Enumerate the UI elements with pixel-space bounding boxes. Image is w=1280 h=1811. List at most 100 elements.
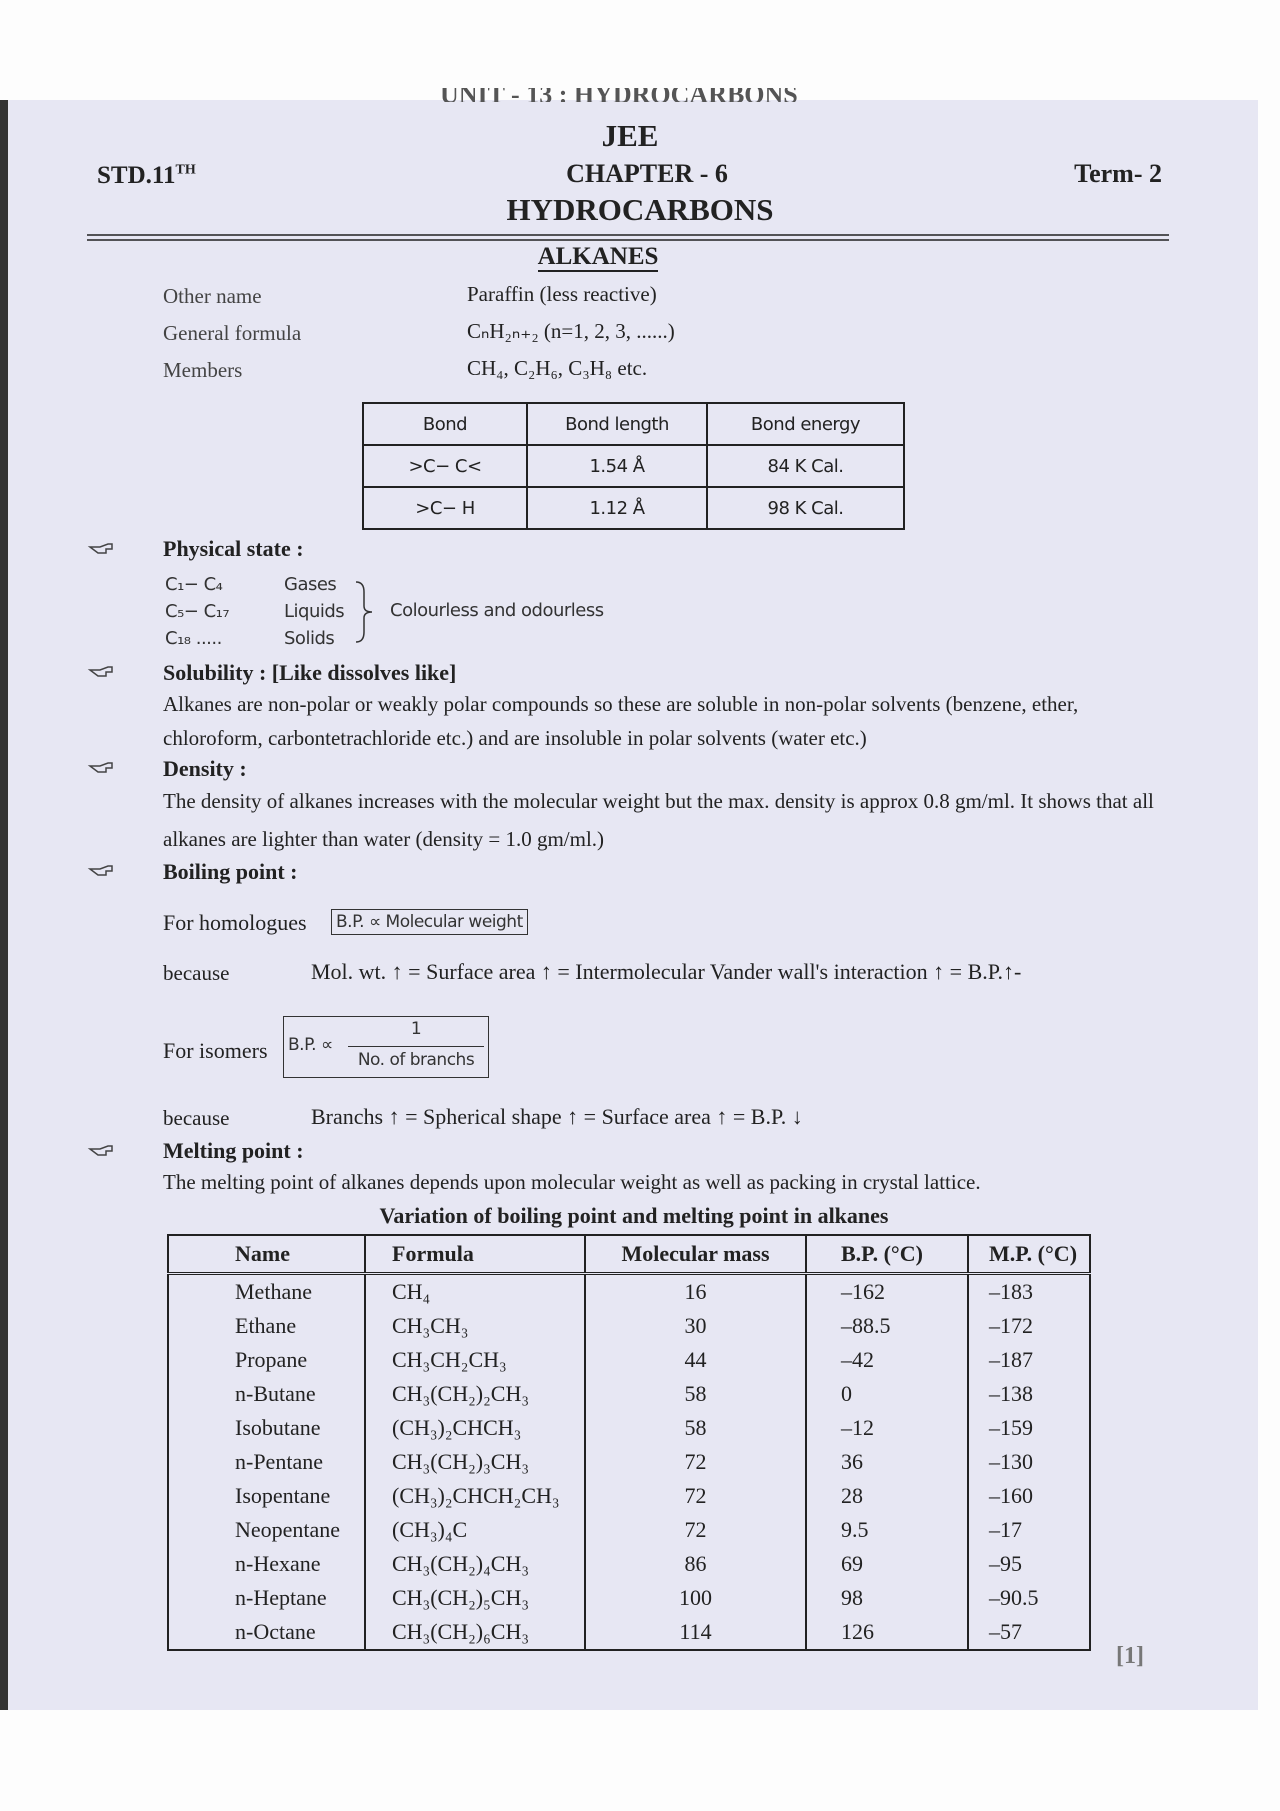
header-row: Bond Bond length Bond energy [362, 402, 905, 446]
cell: –130 [967, 1445, 1091, 1479]
cell: –95 [967, 1547, 1091, 1581]
cell: 100 [584, 1581, 807, 1615]
bond-table: Bond Bond length Bond energy >C− C< 1.54 Å 84… [362, 402, 905, 530]
cell: –90.5 [967, 1581, 1091, 1615]
header-cell: Bond length [526, 402, 708, 446]
table-title: Variation of boiling point and melting p… [379, 1203, 889, 1228]
header-rules [87, 234, 1169, 241]
row: Methane CH₄ 16 –162 –183 [167, 1273, 1091, 1309]
cell: –42 [805, 1343, 969, 1377]
cell: Isobutane [167, 1411, 366, 1445]
row: n-Butane CH₃(CH₂)₂CH₃ 58 0 –138 [167, 1377, 1091, 1411]
fraction-bar [348, 1046, 484, 1047]
row: >C− C< 1.54 Å 84 K Cal. [362, 444, 905, 488]
alkanes-table: Name Formula Molecular mass B.P. (°C) M.P. (… [167, 1234, 1091, 1651]
cell: –187 [967, 1343, 1091, 1377]
cell: (CH₃)₂CHCH₃ [364, 1411, 586, 1445]
state: Solids [284, 628, 335, 649]
reason: Mol. wt. ↑ = Surface area ↑ = Intermolec… [311, 959, 1022, 984]
pointer-icon [87, 1145, 113, 1156]
cell: n-Pentane [167, 1445, 366, 1479]
cell: 84 K Cal. [706, 444, 905, 488]
cell: 72 [584, 1513, 807, 1547]
numerator: 1 [410, 1019, 422, 1039]
cell: 58 [584, 1377, 807, 1411]
cell: (CH₃)₂CHCH₂CH₃ [364, 1479, 586, 1513]
formula-lhs: B.P. ∝ [288, 1035, 333, 1055]
cell: Isopentane [167, 1479, 366, 1513]
pointer-icon [87, 666, 113, 677]
state: Gases [284, 574, 337, 595]
cell: 1.12 Å [526, 486, 708, 530]
cell: CH₃(CH₂)₆CH₃ [364, 1615, 586, 1650]
cell: n-Heptane [167, 1581, 366, 1615]
cell: n-Octane [167, 1615, 366, 1650]
cell: Ethane [167, 1309, 366, 1343]
cell: 1.54 Å [526, 444, 708, 488]
header-cell: B.P. (°C) [805, 1235, 969, 1275]
formula-box: B.P. ∝ 1 No. of branchs [283, 1016, 489, 1078]
cell: 98 K Cal. [706, 486, 905, 530]
cell: Neopentane [167, 1513, 366, 1547]
header-cell: Formula [364, 1235, 586, 1275]
cell: (CH₃)₄C [364, 1513, 586, 1547]
cell: 69 [805, 1547, 969, 1581]
exam: JEE [601, 118, 659, 153]
cell: n-Hexane [167, 1547, 366, 1581]
page-number: [1] [1116, 1643, 1144, 1669]
cell: –12 [805, 1411, 969, 1445]
standard-text: STD.11 [97, 162, 176, 189]
chapter: CHAPTER - 6 [566, 159, 728, 188]
label: For isomers [163, 1038, 268, 1063]
cell: 16 [584, 1273, 807, 1309]
standard: STD.11TH [97, 162, 196, 190]
header-cell: Bond energy [706, 402, 905, 446]
cell: 72 [584, 1479, 807, 1513]
cell: Methane [167, 1273, 366, 1309]
header-row: Name Formula Molecular mass B.P. (°C) M.P. (… [167, 1235, 1091, 1275]
cell: 72 [584, 1445, 807, 1479]
row: n-Pentane CH₃(CH₂)₃CH₃ 72 36 –130 [167, 1445, 1091, 1479]
cell: –159 [967, 1411, 1091, 1445]
cell: CH₃CH₃ [364, 1309, 586, 1343]
cell: CH₃(CH₂)₃CH₃ [364, 1445, 586, 1479]
carbon-range: C₁− C₄ [165, 574, 223, 595]
section-title-text: ALKANES [537, 243, 659, 272]
unit-header: UNIT - 13 : HYDROCARBONS [440, 88, 798, 102]
paragraph: The density of alkanes increases with th… [163, 789, 1154, 851]
state-note: Colourless and odourless [390, 600, 604, 621]
cell: –162 [805, 1273, 969, 1309]
carbon-range: C₅− C₁₇ [165, 601, 230, 622]
row: Propane CH₃CH₂CH₃ 44 –42 –187 [167, 1343, 1091, 1377]
row: Isopentane (CH₃)₂CHCH₂CH₃ 72 28 –160 [167, 1479, 1091, 1513]
denominator: No. of branchs [357, 1050, 475, 1070]
property-label: General formula [163, 321, 302, 345]
cell: 98 [805, 1581, 969, 1615]
cell: 114 [584, 1615, 807, 1650]
label: For homologues [163, 910, 307, 935]
carbon-range: C₁₈ ..... [165, 628, 222, 649]
pointer-icons [87, 543, 113, 1156]
cell: –57 [967, 1615, 1091, 1650]
row: n-Hexane CH₃(CH₂)₄CH₃ 86 69 –95 [167, 1547, 1091, 1581]
row: Neopentane (CH₃)₄C 72 9.5 –17 [167, 1513, 1091, 1547]
cell: Propane [167, 1343, 366, 1377]
header-cell: Name [167, 1235, 366, 1275]
property-value: Paraffin (less reactive) [467, 282, 657, 306]
cell: 58 [584, 1411, 807, 1445]
paragraph: The melting point of alkanes depends upo… [163, 1170, 981, 1194]
heading: Solubility : [Like dissolves like] [163, 660, 457, 685]
property-value: CₙH₂ₙ₊₂ (n=1, 2, 3, ......) [467, 319, 675, 343]
row: n-Octane CH₃(CH₂)₆CH₃ 114 126 –57 [167, 1615, 1091, 1650]
cell: 28 [805, 1479, 969, 1513]
pointer-icon [87, 865, 113, 876]
cell: >C− H [362, 486, 528, 530]
row: n-Heptane CH₃(CH₂)₅CH₃ 100 98 –90.5 [167, 1581, 1091, 1615]
heading: Melting point : [163, 1138, 304, 1163]
row: Isobutane (CH₃)₂CHCH₃ 58 –12 –159 [167, 1411, 1091, 1445]
header-cell: Molecular mass [584, 1235, 807, 1275]
heading: Boiling point : [163, 859, 298, 884]
title: HYDROCARBONS [506, 192, 774, 227]
